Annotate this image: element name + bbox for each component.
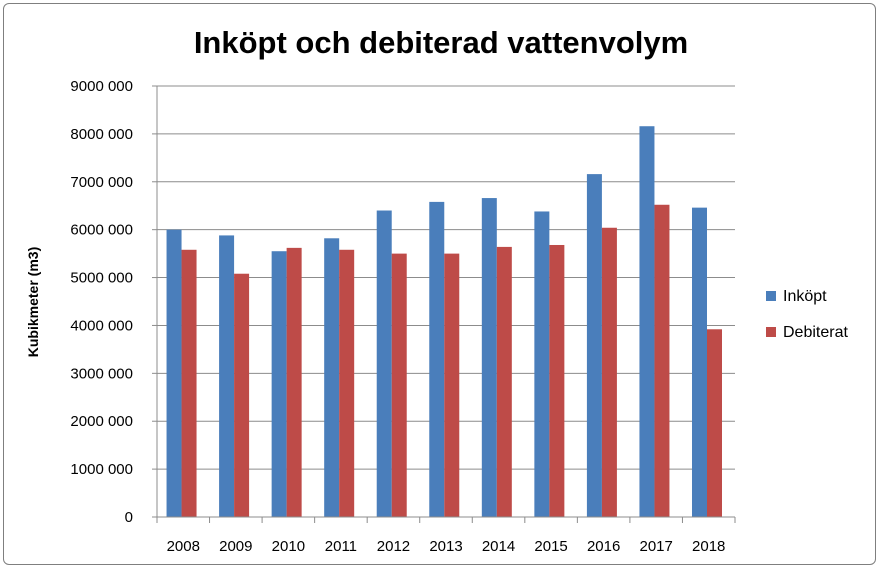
- x-tick-label: 2012: [377, 538, 410, 555]
- x-tick-labels: 2008 2009 2010 2011 2012 2013 2014 2015 2016 2017…: [167, 538, 726, 555]
- bar-debiterat-2012: [391, 253, 407, 517]
- bar-inköpt-2012: [376, 210, 392, 517]
- legend-label-inköpt: Inköpt: [783, 288, 827, 305]
- y-tick-label: 1000 000: [70, 461, 133, 478]
- bar-inköpt-2011: [324, 238, 340, 517]
- chart-title: Inköpt och debiterad vattenvolym: [194, 25, 688, 60]
- bar-debiterat-2008: [181, 249, 197, 517]
- bar-inköpt-2013: [429, 201, 445, 517]
- legend: Inköpt Debiterat: [766, 288, 848, 341]
- bar-inköpt-2009: [219, 235, 235, 517]
- y-tick-label: 9000 000: [70, 78, 133, 95]
- bar-debiterat-2009: [234, 273, 250, 517]
- x-tick-label: 2008: [167, 538, 200, 555]
- bar-debiterat-2010: [286, 247, 302, 517]
- bar-debiterat-2014: [496, 246, 512, 517]
- bar-inköpt-2015: [534, 211, 550, 518]
- bar-inköpt-2017: [639, 126, 655, 517]
- y-tick-label: 4000 000: [70, 317, 133, 334]
- x-tick-label: 2015: [534, 538, 567, 555]
- bar-inköpt-2018: [691, 207, 707, 518]
- y-tick-label: 2000 000: [70, 413, 133, 430]
- gridlines: [157, 85, 735, 470]
- legend-label-debiterat: Debiterat: [783, 324, 848, 341]
- bar-inköpt-2008: [166, 229, 182, 517]
- legend-swatch-debiterat: [766, 327, 776, 337]
- legend-swatch-inköpt: [766, 291, 776, 301]
- x-tick-label: 2009: [219, 538, 252, 555]
- bar-debiterat-2011: [339, 249, 355, 517]
- x-tick-label: 2010: [272, 538, 305, 555]
- y-tick-label: 5000 000: [70, 270, 133, 287]
- y-tick-label: 6000 000: [70, 222, 133, 239]
- axes: [152, 85, 736, 523]
- y-tick-labels: 0 1000 000 2000 000 3000 000 4000 000 5000 00…: [70, 78, 133, 526]
- x-tick-label: 2013: [429, 538, 462, 555]
- bar-inköpt-2014: [481, 198, 497, 517]
- x-tick-label: 2017: [639, 538, 672, 555]
- bar-debiterat-2017: [654, 204, 670, 517]
- y-tick-label: 0: [125, 509, 133, 526]
- bar-inköpt-2016: [586, 174, 602, 518]
- x-tick-label: 2014: [482, 538, 515, 555]
- x-tick-label: 2016: [587, 538, 620, 555]
- bars: [166, 126, 722, 518]
- bar-inköpt-2010: [271, 251, 287, 517]
- bar-debiterat-2015: [549, 244, 565, 518]
- y-tick-label: 7000 000: [70, 174, 133, 191]
- y-axis-label: Kubikmeter (m3): [25, 247, 41, 357]
- bar-debiterat-2013: [444, 253, 460, 517]
- y-tick-label: 3000 000: [70, 365, 133, 382]
- x-tick-label: 2018: [692, 538, 725, 555]
- y-tick-label: 8000 000: [70, 126, 133, 143]
- bar-debiterat-2016: [601, 227, 617, 518]
- bar-debiterat-2018: [706, 329, 722, 517]
- x-tick-label: 2011: [325, 538, 357, 555]
